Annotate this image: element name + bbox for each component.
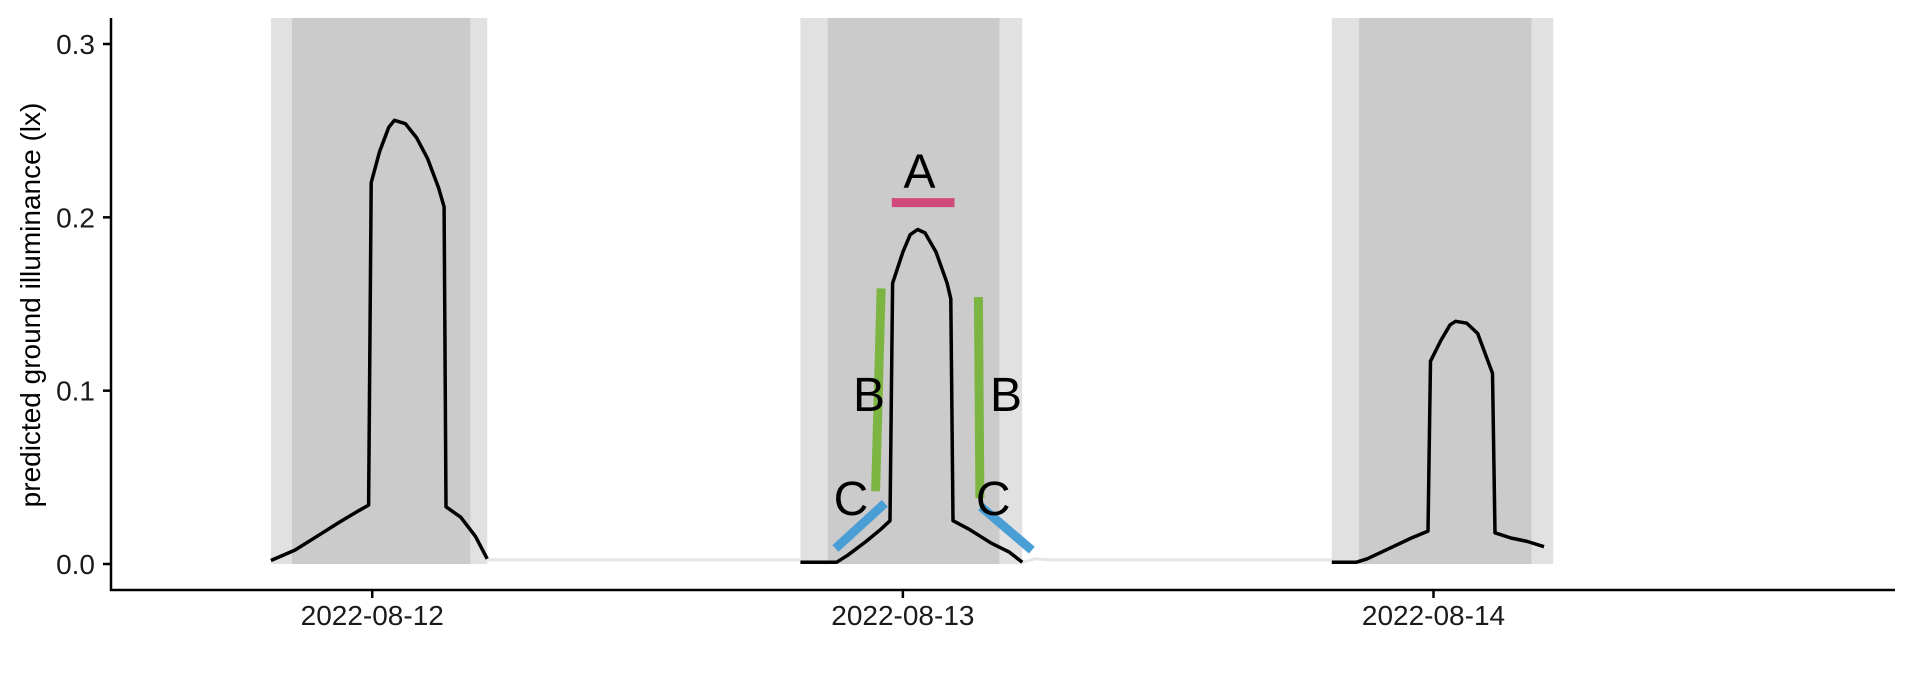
series-line bbox=[1331, 319, 1545, 565]
annotation-segment-c bbox=[978, 503, 1035, 554]
annotations: AB BC C bbox=[832, 146, 1035, 554]
annotation-label-c: C bbox=[976, 473, 1011, 526]
annotation-segment-c bbox=[832, 500, 888, 552]
x-tick-label: 2022-08-13 bbox=[831, 600, 974, 631]
x-ticks: 2022-08-12 2022-08-13 2022-08-14 bbox=[301, 590, 1505, 631]
y-tick-label: 0.1 bbox=[56, 376, 95, 407]
y-tick-label: 0.3 bbox=[56, 29, 95, 60]
x-tick-label: 2022-08-12 bbox=[301, 600, 444, 631]
y-tick-label: 0.2 bbox=[56, 202, 95, 233]
night-band bbox=[291, 18, 471, 564]
series-line bbox=[800, 227, 1024, 565]
annotation-label-b: B bbox=[990, 369, 1022, 422]
shaded-bands bbox=[270, 18, 1554, 564]
annotation-label-c: C bbox=[834, 473, 869, 526]
y-tick-label: 0.0 bbox=[56, 549, 95, 580]
series-line bbox=[270, 118, 489, 563]
annotation-label-a: A bbox=[903, 146, 935, 199]
annotation-segment-b bbox=[973, 297, 985, 499]
axes bbox=[109, 18, 1895, 592]
night-band bbox=[1359, 18, 1532, 564]
night-segments bbox=[487, 557, 1332, 564]
x-tick-label: 2022-08-14 bbox=[1362, 600, 1505, 631]
night-line bbox=[1021, 557, 1332, 564]
illuminance-curves bbox=[270, 118, 1545, 565]
night-band bbox=[827, 18, 1000, 564]
y-ticks: 0.0 0.1 0.2 0.3 bbox=[56, 29, 111, 580]
annotation-label-b: B bbox=[853, 369, 885, 422]
annotation-segment-b bbox=[871, 288, 886, 492]
y-axis-title: predicted ground illuminance (lx) bbox=[15, 103, 46, 508]
